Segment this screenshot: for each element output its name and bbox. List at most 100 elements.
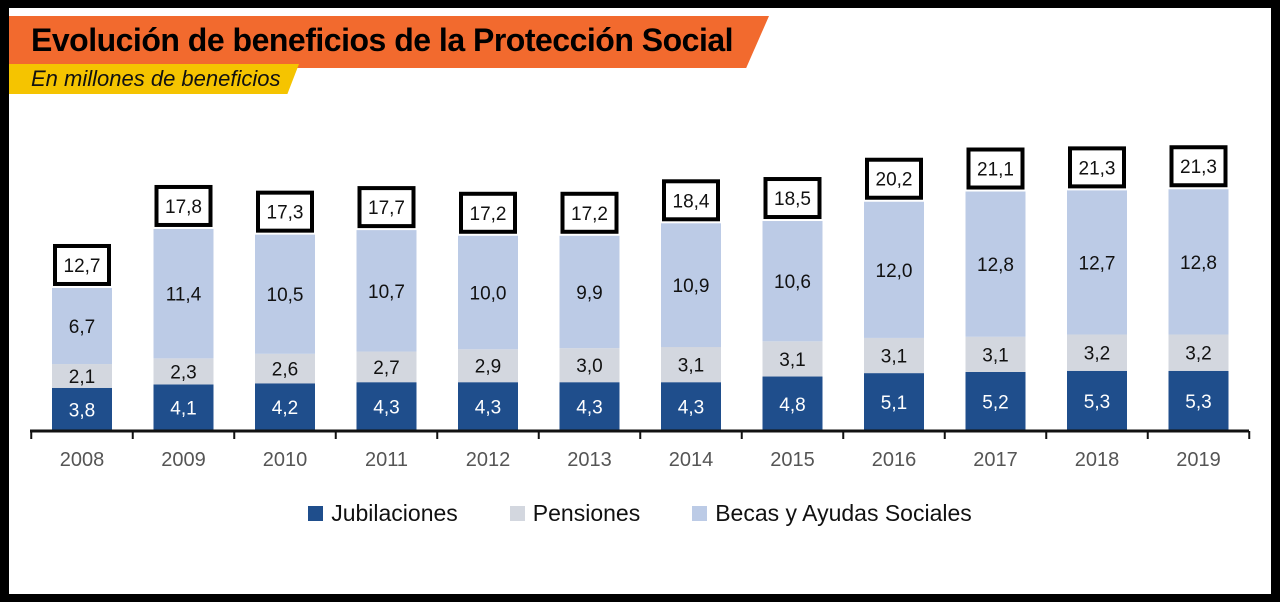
data-label-becas-2009: 11,4 [166, 285, 202, 306]
bar-pensiones-2009 [153, 358, 214, 385]
legend-swatch-jubilaciones [308, 506, 324, 521]
bar-pensiones-2008 [52, 364, 112, 388]
x-tick-label-2018: 2018 [1075, 449, 1120, 471]
x-tick-label-2010: 2010 [263, 449, 308, 471]
x-tick-label-2013: 2013 [567, 449, 612, 471]
data-label-jubilaciones-2016: 5,1 [881, 393, 907, 414]
data-label-pensiones-2017: 3,1 [982, 345, 1008, 366]
bar-jubilaciones-2013 [559, 382, 620, 431]
data-label-jubilaciones-2013: 4,3 [576, 398, 602, 419]
bar-jubilaciones-2008 [52, 387, 112, 431]
x-tick-label-2011: 2011 [365, 449, 408, 471]
total-label-2015: 18,5 [774, 189, 811, 210]
data-label-jubilaciones-2010: 4,2 [272, 398, 298, 419]
data-label-jubilaciones-2008: 3,8 [69, 400, 95, 421]
data-label-pensiones-2011: 2,7 [373, 358, 399, 379]
legend-label-becas: Becas y Ayudas Sociales [715, 500, 972, 526]
bar-becas-2015 [762, 221, 823, 342]
data-label-jubilaciones-2017: 5,2 [982, 392, 1008, 413]
data-label-becas-2012: 10,0 [470, 284, 507, 305]
data-label-becas-2014: 10,9 [673, 276, 710, 297]
total-label-2014: 18,4 [673, 191, 710, 212]
bar-jubilaciones-2017 [965, 371, 1026, 431]
data-label-becas-2019: 12,8 [1180, 253, 1217, 274]
total-label-2019: 21,3 [1180, 157, 1217, 178]
chart-card: Evolución de beneficios de la Protección… [9, 8, 1271, 594]
total-label-2010: 17,3 [267, 203, 304, 224]
legend-swatch-pensiones [509, 506, 525, 521]
bar-becas-2014 [661, 223, 721, 348]
x-tick-label-2016: 2016 [872, 449, 917, 471]
bar-jubilaciones-2015 [762, 376, 823, 431]
total-box-2013 [560, 191, 619, 234]
bar-pensiones-2013 [559, 348, 620, 383]
total-label-2018: 21,3 [1079, 158, 1116, 179]
bar-becas-2011 [356, 230, 417, 352]
x-tick-label-2015: 2015 [770, 449, 815, 471]
data-label-jubilaciones-2019: 5,3 [1185, 392, 1211, 413]
data-label-pensiones-2012: 2,9 [475, 357, 501, 378]
legend-label-pensiones: Pensiones [532, 500, 641, 526]
data-label-pensiones-2008: 2,1 [69, 367, 95, 388]
total-box-2016 [865, 157, 923, 200]
bar-becas-2010 [255, 234, 315, 354]
data-label-becas-2017: 12,8 [977, 255, 1014, 276]
data-label-pensiones-2015: 3,1 [779, 350, 805, 371]
legend-item-pensiones: Pensiones [509, 500, 641, 527]
bar-becas-2019 [1168, 189, 1229, 335]
bar-jubilaciones-2012 [458, 382, 518, 431]
total-label-2016: 20,2 [876, 170, 913, 191]
bar-pensiones-2017 [965, 336, 1026, 372]
subtitle-banner [9, 64, 299, 94]
bar-jubilaciones-2010 [255, 383, 315, 431]
bar-becas-2017 [965, 191, 1026, 337]
data-label-becas-2015: 10,6 [774, 272, 811, 293]
data-label-becas-2011: 10,7 [368, 282, 405, 303]
bar-jubilaciones-2011 [356, 382, 417, 431]
total-box-2008 [53, 243, 111, 286]
data-label-pensiones-2013: 3,0 [576, 356, 602, 377]
total-box-2011 [357, 186, 416, 229]
data-label-becas-2008: 6,7 [69, 317, 95, 338]
legend-swatch-becas [692, 506, 708, 521]
bar-becas-2009 [153, 228, 214, 359]
total-box-2018 [1068, 146, 1126, 189]
total-box-2015 [763, 177, 822, 220]
bar-jubilaciones-2018 [1067, 370, 1127, 431]
bar-pensiones-2011 [356, 351, 417, 383]
data-label-jubilaciones-2018: 5,3 [1084, 392, 1110, 413]
x-tick-label-2008: 2008 [60, 449, 105, 471]
data-label-jubilaciones-2015: 4,8 [779, 395, 805, 416]
bar-pensiones-2012 [458, 349, 518, 383]
data-label-becas-2010: 10,5 [267, 285, 304, 306]
x-tick-label-2017: 2017 [973, 449, 1018, 471]
legend-item-jubilaciones: Jubilaciones [308, 500, 458, 527]
data-label-jubilaciones-2014: 4,3 [678, 398, 704, 419]
x-tick-label-2019: 2019 [1176, 449, 1221, 471]
total-label-2012: 17,2 [470, 204, 507, 225]
total-box-2019 [1169, 145, 1228, 188]
x-tick-label-2014: 2014 [669, 449, 714, 471]
bar-becas-2016 [864, 201, 924, 338]
total-box-2017 [966, 147, 1025, 190]
bar-becas-2013 [559, 235, 620, 349]
legend-label-jubilaciones: Jubilaciones [331, 500, 458, 526]
total-label-2013: 17,2 [571, 204, 608, 225]
total-label-2017: 21,1 [977, 160, 1014, 181]
legend-item-becas: Becas y Ayudas Sociales [692, 500, 972, 527]
legend: Jubilaciones Pensiones Becas y Ayudas So… [9, 500, 1271, 527]
bar-becas-2012 [458, 235, 518, 350]
bar-pensiones-2015 [762, 341, 823, 377]
data-label-jubilaciones-2009: 4,1 [170, 399, 196, 420]
total-label-2011: 17,7 [368, 198, 405, 219]
bar-jubilaciones-2016 [864, 373, 924, 431]
total-box-2012 [459, 191, 517, 234]
data-label-becas-2018: 12,7 [1079, 253, 1116, 274]
total-box-2009 [154, 184, 213, 227]
bar-jubilaciones-2014 [661, 382, 721, 431]
data-label-pensiones-2010: 2,6 [272, 360, 298, 381]
x-tick-label-2012: 2012 [466, 449, 511, 471]
chart-subtitle: En millones de beneficios [31, 66, 281, 91]
bar-jubilaciones-2019 [1168, 370, 1229, 431]
data-label-pensiones-2019: 3,2 [1185, 344, 1211, 365]
